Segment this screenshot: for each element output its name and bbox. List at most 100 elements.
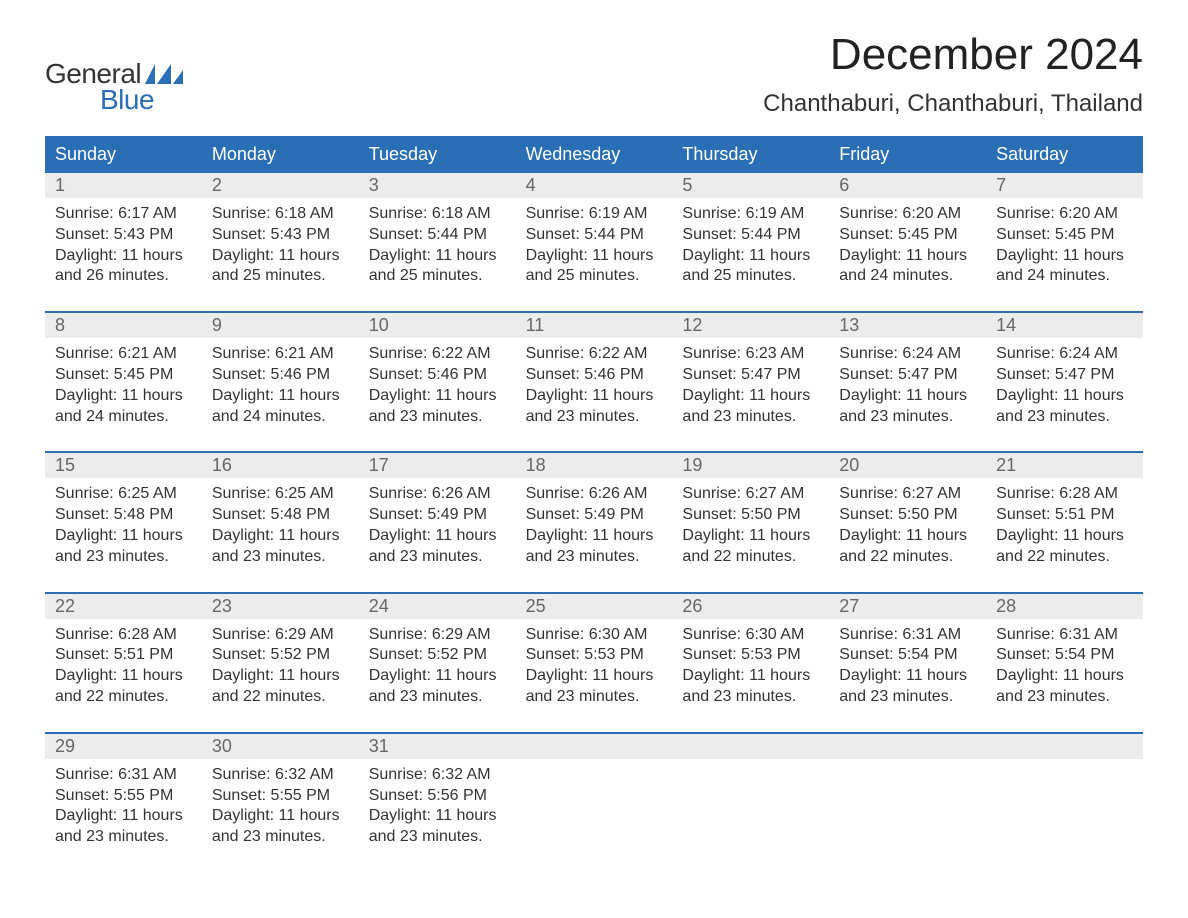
calendar-week: 15161718192021Sunrise: 6:25 AMSunset: 5:… xyxy=(45,451,1143,573)
day-sunset: Sunset: 5:45 PM xyxy=(996,225,1133,246)
weekday-header: Tuesday xyxy=(359,136,516,173)
day-sunrise: Sunrise: 6:29 AM xyxy=(369,625,506,646)
day-cell: Sunrise: 6:19 AMSunset: 5:44 PMDaylight:… xyxy=(516,198,673,293)
day-daylight1: Daylight: 11 hours xyxy=(996,246,1133,267)
day-cell: Sunrise: 6:27 AMSunset: 5:50 PMDaylight:… xyxy=(672,478,829,573)
day-sunrise: Sunrise: 6:27 AM xyxy=(682,484,819,505)
day-cell: Sunrise: 6:32 AMSunset: 5:56 PMDaylight:… xyxy=(359,759,516,854)
day-sunset: Sunset: 5:46 PM xyxy=(212,365,349,386)
day-sunrise: Sunrise: 6:29 AM xyxy=(212,625,349,646)
day-sunset: Sunset: 5:49 PM xyxy=(369,505,506,526)
day-sunset: Sunset: 5:43 PM xyxy=(55,225,192,246)
day-number: 15 xyxy=(45,453,202,478)
day-sunrise: Sunrise: 6:30 AM xyxy=(682,625,819,646)
day-daylight1: Daylight: 11 hours xyxy=(839,246,976,267)
day-daylight1: Daylight: 11 hours xyxy=(526,386,663,407)
day-sunset: Sunset: 5:54 PM xyxy=(996,645,1133,666)
day-number-row: 22232425262728 xyxy=(45,594,1143,619)
day-sunrise: Sunrise: 6:27 AM xyxy=(839,484,976,505)
day-number: 26 xyxy=(672,594,829,619)
day-sunset: Sunset: 5:52 PM xyxy=(212,645,349,666)
day-sunrise: Sunrise: 6:31 AM xyxy=(996,625,1133,646)
month-title: December 2024 xyxy=(763,30,1143,80)
day-cell xyxy=(516,759,673,854)
day-daylight1: Daylight: 11 hours xyxy=(682,386,819,407)
weekday-header: Wednesday xyxy=(516,136,673,173)
title-block: December 2024 Chanthaburi, Chanthaburi, … xyxy=(763,30,1143,118)
day-daylight1: Daylight: 11 hours xyxy=(996,666,1133,687)
day-daylight2: and 24 minutes. xyxy=(212,407,349,428)
day-sunset: Sunset: 5:46 PM xyxy=(369,365,506,386)
day-daylight1: Daylight: 11 hours xyxy=(682,526,819,547)
day-sunrise: Sunrise: 6:20 AM xyxy=(996,204,1133,225)
day-number: 30 xyxy=(202,734,359,759)
day-sunset: Sunset: 5:53 PM xyxy=(682,645,819,666)
calendar-week: 1234567Sunrise: 6:17 AMSunset: 5:43 PMDa… xyxy=(45,173,1143,293)
day-cell: Sunrise: 6:18 AMSunset: 5:44 PMDaylight:… xyxy=(359,198,516,293)
day-sunset: Sunset: 5:50 PM xyxy=(839,505,976,526)
day-daylight2: and 23 minutes. xyxy=(369,547,506,568)
day-cell: Sunrise: 6:20 AMSunset: 5:45 PMDaylight:… xyxy=(829,198,986,293)
day-daylight2: and 23 minutes. xyxy=(526,407,663,428)
day-sunset: Sunset: 5:51 PM xyxy=(996,505,1133,526)
day-sunset: Sunset: 5:53 PM xyxy=(526,645,663,666)
weekday-header-row: Sunday Monday Tuesday Wednesday Thursday… xyxy=(45,136,1143,173)
day-cell: Sunrise: 6:32 AMSunset: 5:55 PMDaylight:… xyxy=(202,759,359,854)
day-daylight1: Daylight: 11 hours xyxy=(996,526,1133,547)
day-number xyxy=(672,734,829,759)
day-daylight1: Daylight: 11 hours xyxy=(369,526,506,547)
day-number: 14 xyxy=(986,313,1143,338)
day-daylight1: Daylight: 11 hours xyxy=(212,666,349,687)
day-daylight2: and 26 minutes. xyxy=(55,266,192,287)
day-daylight1: Daylight: 11 hours xyxy=(996,386,1133,407)
day-sunrise: Sunrise: 6:30 AM xyxy=(526,625,663,646)
day-number: 29 xyxy=(45,734,202,759)
day-number: 6 xyxy=(829,173,986,198)
day-sunset: Sunset: 5:54 PM xyxy=(839,645,976,666)
day-daylight1: Daylight: 11 hours xyxy=(526,666,663,687)
day-daylight1: Daylight: 11 hours xyxy=(369,806,506,827)
day-sunset: Sunset: 5:52 PM xyxy=(369,645,506,666)
weekday-header: Friday xyxy=(829,136,986,173)
location-text: Chanthaburi, Chanthaburi, Thailand xyxy=(763,90,1143,118)
day-sunrise: Sunrise: 6:28 AM xyxy=(55,625,192,646)
day-daylight1: Daylight: 11 hours xyxy=(839,666,976,687)
day-daylight1: Daylight: 11 hours xyxy=(55,386,192,407)
day-sunset: Sunset: 5:47 PM xyxy=(839,365,976,386)
day-sunrise: Sunrise: 6:31 AM xyxy=(839,625,976,646)
day-daylight1: Daylight: 11 hours xyxy=(526,526,663,547)
weekday-header: Saturday xyxy=(986,136,1143,173)
weekday-header: Monday xyxy=(202,136,359,173)
day-daylight2: and 23 minutes. xyxy=(212,827,349,848)
day-daylight2: and 23 minutes. xyxy=(55,827,192,848)
day-cell: Sunrise: 6:21 AMSunset: 5:46 PMDaylight:… xyxy=(202,338,359,433)
day-cell: Sunrise: 6:28 AMSunset: 5:51 PMDaylight:… xyxy=(986,478,1143,573)
day-cell: Sunrise: 6:27 AMSunset: 5:50 PMDaylight:… xyxy=(829,478,986,573)
day-number: 2 xyxy=(202,173,359,198)
day-number: 17 xyxy=(359,453,516,478)
day-number: 22 xyxy=(45,594,202,619)
day-daylight1: Daylight: 11 hours xyxy=(369,386,506,407)
day-cell: Sunrise: 6:17 AMSunset: 5:43 PMDaylight:… xyxy=(45,198,202,293)
day-cell: Sunrise: 6:28 AMSunset: 5:51 PMDaylight:… xyxy=(45,619,202,714)
day-number: 12 xyxy=(672,313,829,338)
day-number: 27 xyxy=(829,594,986,619)
day-number xyxy=(516,734,673,759)
day-cell: Sunrise: 6:22 AMSunset: 5:46 PMDaylight:… xyxy=(359,338,516,433)
day-number: 11 xyxy=(516,313,673,338)
day-number xyxy=(986,734,1143,759)
day-sunrise: Sunrise: 6:32 AM xyxy=(369,765,506,786)
day-sunrise: Sunrise: 6:19 AM xyxy=(526,204,663,225)
day-cell: Sunrise: 6:18 AMSunset: 5:43 PMDaylight:… xyxy=(202,198,359,293)
day-daylight1: Daylight: 11 hours xyxy=(839,386,976,407)
day-cell: Sunrise: 6:25 AMSunset: 5:48 PMDaylight:… xyxy=(45,478,202,573)
day-daylight1: Daylight: 11 hours xyxy=(55,806,192,827)
day-sunset: Sunset: 5:44 PM xyxy=(526,225,663,246)
day-daylight1: Daylight: 11 hours xyxy=(55,526,192,547)
day-daylight2: and 22 minutes. xyxy=(212,687,349,708)
day-daylight1: Daylight: 11 hours xyxy=(526,246,663,267)
day-sunrise: Sunrise: 6:25 AM xyxy=(55,484,192,505)
day-sunrise: Sunrise: 6:26 AM xyxy=(369,484,506,505)
day-sunrise: Sunrise: 6:17 AM xyxy=(55,204,192,225)
day-sunrise: Sunrise: 6:18 AM xyxy=(212,204,349,225)
